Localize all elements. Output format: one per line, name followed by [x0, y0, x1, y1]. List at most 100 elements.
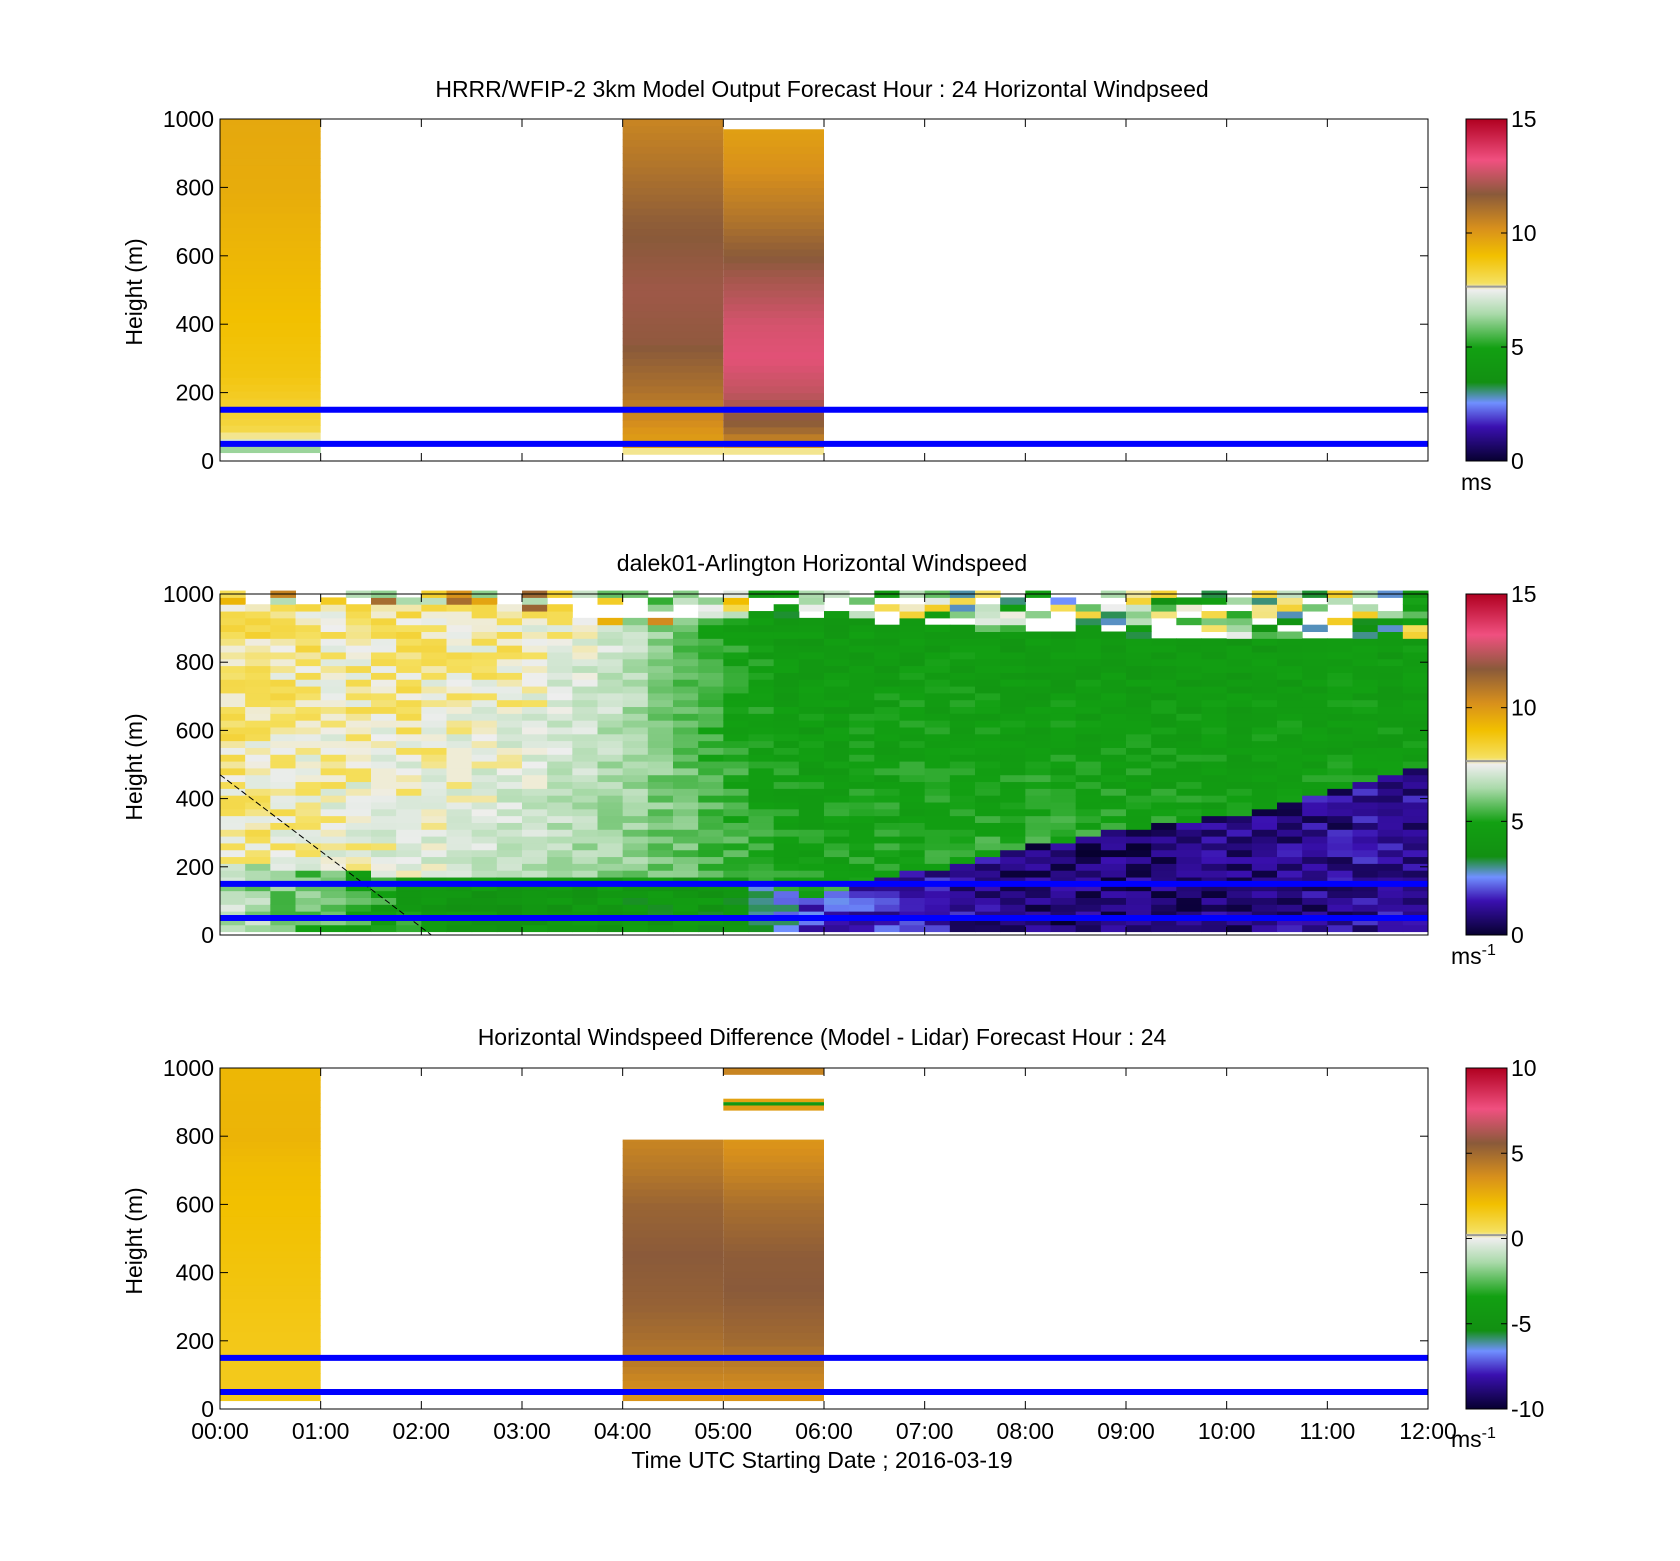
heatmap-cell [1352, 604, 1379, 612]
heatmap-cell [1352, 842, 1379, 851]
heatmap-cell [748, 617, 775, 626]
heatmap-cell [622, 1257, 724, 1265]
heatmap-cell [899, 870, 926, 878]
heatmap-cell [647, 631, 674, 639]
heatmap-cell [723, 1161, 824, 1170]
heatmap-cell [270, 713, 296, 721]
heatmap-cell [698, 624, 724, 633]
heatmap-cell [245, 624, 271, 633]
heatmap-cell [1100, 917, 1127, 926]
heatmap-cell [949, 767, 976, 776]
heatmap-cell [647, 672, 674, 680]
heatmap-cell [698, 877, 724, 885]
heatmap-cell [723, 1311, 824, 1320]
heatmap-cell [1176, 692, 1202, 701]
heatmap-cell [1050, 604, 1077, 612]
heatmap-cell [270, 672, 296, 680]
heatmap-cell [874, 631, 900, 639]
heatmap-cell [824, 726, 850, 735]
heatmap-cell [547, 740, 573, 748]
heatmap-cell [1402, 911, 1429, 919]
heatmap-cell [421, 917, 447, 926]
heatmap-cell [572, 863, 598, 871]
heatmap-cell [1075, 754, 1102, 762]
heatmap-cell [245, 767, 271, 776]
heatmap-cell [1050, 849, 1077, 858]
heatmap-cell [396, 842, 422, 851]
heatmap-cell [1100, 638, 1127, 646]
heatmap-cell [396, 863, 422, 871]
heatmap-cell [723, 1182, 824, 1190]
heatmap-cell [1126, 917, 1152, 926]
heatmap-cell [849, 822, 875, 830]
heatmap-cell [421, 686, 447, 694]
heatmap-cell [270, 692, 296, 701]
heatmap-cell [1251, 611, 1278, 619]
heatmap-cell [1226, 706, 1253, 714]
heatmap-cell [849, 883, 875, 892]
heatmap-cell [824, 611, 850, 619]
heatmap-cell [647, 686, 674, 694]
heatmap-cell [1176, 849, 1202, 858]
heatmap-cell [295, 883, 322, 892]
heatmap-cell [547, 870, 573, 878]
heatmap-cell [622, 1270, 724, 1279]
heatmap-cell [748, 788, 775, 796]
heatmap-cell [975, 617, 1001, 626]
heatmap-cell [874, 917, 900, 926]
heatmap-cell [220, 604, 246, 612]
heatmap-cell [824, 747, 850, 755]
heatmap-cell [446, 740, 473, 748]
heatmap-cell [1151, 788, 1177, 796]
heatmap-cell [471, 699, 498, 708]
heatmap-cell [572, 856, 598, 864]
heatmap-cell [698, 713, 724, 721]
heatmap-cell [773, 774, 800, 783]
heatmap-cell [975, 692, 1001, 701]
heatmap-cell [245, 883, 271, 892]
heatmap-cell [547, 604, 573, 612]
heatmap-cell [396, 631, 422, 639]
heatmap-cell [1352, 897, 1379, 905]
heatmap-cell [824, 856, 850, 864]
heatmap-cell [949, 645, 976, 653]
heatmap-cell [220, 808, 246, 817]
heatmap-cell [220, 1257, 321, 1265]
heatmap-cell [1025, 815, 1051, 823]
heatmap-cell [1302, 699, 1328, 708]
heatmap-cell [1151, 917, 1177, 926]
y-tick-label: 0 [201, 1396, 214, 1422]
heatmap-cell [1126, 631, 1152, 639]
heatmap-cell [245, 795, 271, 803]
heatmap-cell [849, 672, 875, 680]
heatmap-cell [1277, 699, 1303, 708]
heatmap-cell [622, 890, 649, 898]
heatmap-cell [874, 604, 900, 612]
heatmap-cell [1075, 624, 1102, 633]
x-tick-label: 01:00 [292, 1418, 350, 1444]
heatmap-cell [295, 870, 322, 878]
heatmap-cell [622, 788, 649, 796]
heatmap-cell [371, 842, 397, 851]
heatmap-cell [295, 842, 322, 851]
heatmap-cell [1100, 863, 1127, 871]
heatmap-cell [1000, 815, 1026, 823]
heatmap-cell [874, 706, 900, 714]
heatmap-cell [1126, 733, 1152, 742]
heatmap-cell [1251, 597, 1278, 605]
heatmap-cell [748, 726, 775, 735]
heatmap-cell [723, 214, 824, 223]
heatmap-cell [1075, 774, 1102, 783]
heatmap-cell [446, 665, 473, 673]
heatmap-cell [345, 645, 372, 653]
heatmap-cell [874, 720, 900, 728]
heatmap-cell [446, 924, 473, 933]
heatmap-cell [1377, 692, 1404, 701]
heatmap-cell [446, 761, 473, 769]
heatmap-cell [522, 720, 548, 728]
heatmap-cell [1352, 651, 1379, 660]
heatmap-cell [723, 877, 749, 885]
heatmap-cell [220, 1141, 321, 1149]
heatmap-cell [849, 911, 875, 919]
heatmap-cell [1025, 877, 1051, 885]
